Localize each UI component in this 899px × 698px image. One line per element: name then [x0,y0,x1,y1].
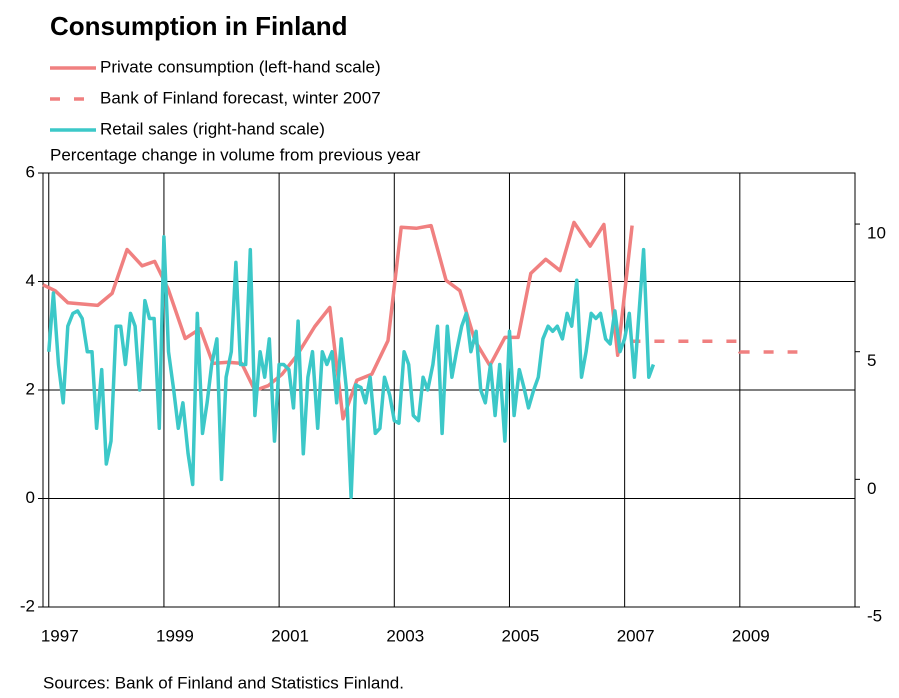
legend-label: Bank of Finland forecast, winter 2007 [100,88,381,107]
x-tick-label: 2009 [732,626,770,645]
y-tick-label: 4 [26,271,35,290]
plot-frame [42,172,856,608]
y-tick-label: 6 [26,162,35,181]
y-tick-label: 2 [26,379,35,398]
y2-tick-label: 5 [867,351,876,370]
x-tick-label: 1997 [41,626,79,645]
y-tick-label: -2 [20,596,35,615]
legend-label: Private consumption (left-hand scale) [100,57,381,76]
legend: Private consumption (left-hand scale) Ban… [50,57,381,138]
x-tick-label: 1999 [156,626,194,645]
series-line [42,220,634,421]
y2-tick-label: 10 [867,224,886,243]
chart-title: Consumption in Finland [50,11,348,41]
y-tick-label: 0 [26,488,35,507]
y2-tick-label: 0 [867,479,876,498]
y-axis-label: Percentage change in volume from previou… [50,145,421,164]
legend-label: Retail sales (right-hand scale) [100,119,325,138]
x-tick-label: 2007 [617,626,655,645]
series-line [630,339,798,354]
series-line [47,235,656,499]
source-note: Sources: Bank of Finland and Statistics … [43,673,404,692]
x-tick-label: 2005 [502,626,540,645]
x-tick-label: 2003 [386,626,424,645]
x-tick-label: 2001 [271,626,309,645]
y2-tick-label: -5 [867,606,882,625]
